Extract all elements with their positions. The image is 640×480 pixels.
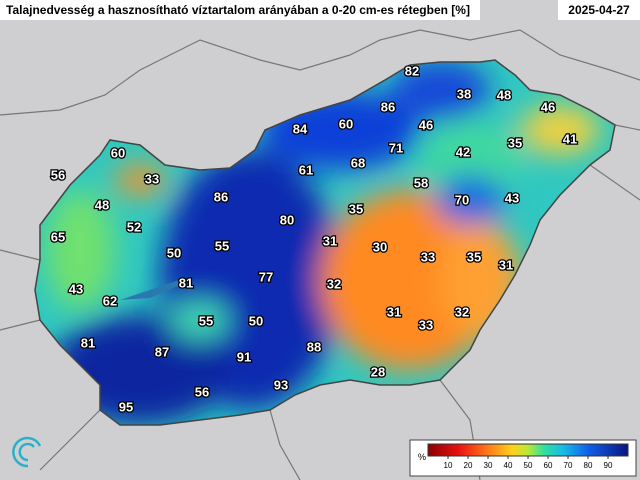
station-value: 93 — [274, 377, 288, 392]
station-value: 58 — [414, 175, 428, 190]
station-value: 70 — [455, 192, 469, 207]
date: 2025-04-27 — [568, 3, 630, 17]
station-value: 87 — [155, 344, 169, 359]
station-value: 33 — [145, 171, 159, 186]
station-value: 50 — [167, 245, 181, 260]
colorbar-unit: % — [418, 452, 426, 462]
station-value: 33 — [421, 249, 435, 264]
station-value: 31 — [387, 304, 401, 319]
station-value: 48 — [497, 87, 511, 102]
station-value: 52 — [127, 219, 141, 234]
station-value: 35 — [467, 249, 481, 264]
station-value: 32 — [455, 304, 469, 319]
station-value: 82 — [405, 63, 419, 78]
station-value: 28 — [371, 364, 385, 379]
station-value: 55 — [215, 238, 229, 253]
station-value: 86 — [381, 99, 395, 114]
station-value: 30 — [373, 239, 387, 254]
station-value: 77 — [259, 269, 273, 284]
station-value: 61 — [299, 162, 313, 177]
station-value: 41 — [563, 131, 577, 146]
title-box — [0, 0, 480, 20]
station-value: 35 — [508, 135, 522, 150]
station-value: 56 — [195, 384, 209, 399]
station-value: 42 — [456, 144, 470, 159]
station-value: 60 — [111, 145, 125, 160]
colorbar-tick-label: 90 — [604, 461, 613, 470]
station-value: 88 — [307, 339, 321, 354]
station-value: 32 — [327, 276, 341, 291]
colorbar-tick-label: 20 — [464, 461, 473, 470]
station-value: 56 — [51, 167, 65, 182]
colorbar — [427, 443, 629, 457]
colorbar-tick-label: 30 — [484, 461, 493, 470]
colorbar-tick-label: 40 — [504, 461, 513, 470]
station-value: 33 — [419, 317, 433, 332]
colorbar-tick-label: 80 — [584, 461, 593, 470]
station-value: 60 — [339, 116, 353, 131]
station-value: 46 — [541, 99, 555, 114]
station-value: 38 — [457, 86, 471, 101]
station-value: 31 — [323, 233, 337, 248]
logo — [12, 436, 42, 468]
station-value: 65 — [51, 229, 65, 244]
station-value: 80 — [280, 212, 294, 227]
station-value: 43 — [505, 190, 519, 205]
station-value: 86 — [214, 189, 228, 204]
colorbar-tick-label: 10 — [444, 461, 453, 470]
station-value: 62 — [103, 293, 117, 308]
colorbar-tick-label: 60 — [544, 461, 553, 470]
station-value: 43 — [69, 281, 83, 296]
station-value: 81 — [81, 335, 95, 350]
colorbar-tick-label: 70 — [564, 461, 573, 470]
colorbar-tick-label: 50 — [524, 461, 533, 470]
station-value: 91 — [237, 349, 251, 364]
station-value: 84 — [293, 121, 308, 136]
station-value: 35 — [349, 201, 363, 216]
station-value: 50 — [249, 313, 263, 328]
title: Talajnedvesség a hasznosítható víztartal… — [6, 3, 470, 17]
station-value: 55 — [199, 313, 213, 328]
date-box — [558, 0, 640, 20]
station-value: 71 — [389, 140, 403, 155]
borders — [0, 29, 640, 480]
station-value: 46 — [419, 117, 433, 132]
station-value: 68 — [351, 155, 365, 170]
station-value: 48 — [95, 197, 109, 212]
station-value: 95 — [119, 399, 133, 414]
station-value: 81 — [179, 275, 193, 290]
station-value: 31 — [499, 257, 513, 272]
